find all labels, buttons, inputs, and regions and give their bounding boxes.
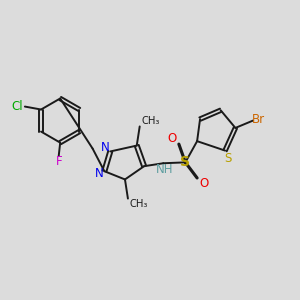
Text: NH: NH	[156, 163, 173, 176]
Text: CH₃: CH₃	[141, 116, 160, 126]
Text: S: S	[224, 152, 232, 165]
Text: F: F	[56, 155, 62, 168]
Text: N: N	[100, 141, 109, 154]
Text: Br: Br	[252, 113, 265, 126]
Text: O: O	[199, 177, 208, 190]
Text: CH₃: CH₃	[129, 199, 148, 209]
Text: Cl: Cl	[12, 100, 23, 113]
Text: O: O	[168, 132, 177, 145]
Text: S: S	[180, 155, 190, 170]
Text: N: N	[95, 167, 103, 180]
